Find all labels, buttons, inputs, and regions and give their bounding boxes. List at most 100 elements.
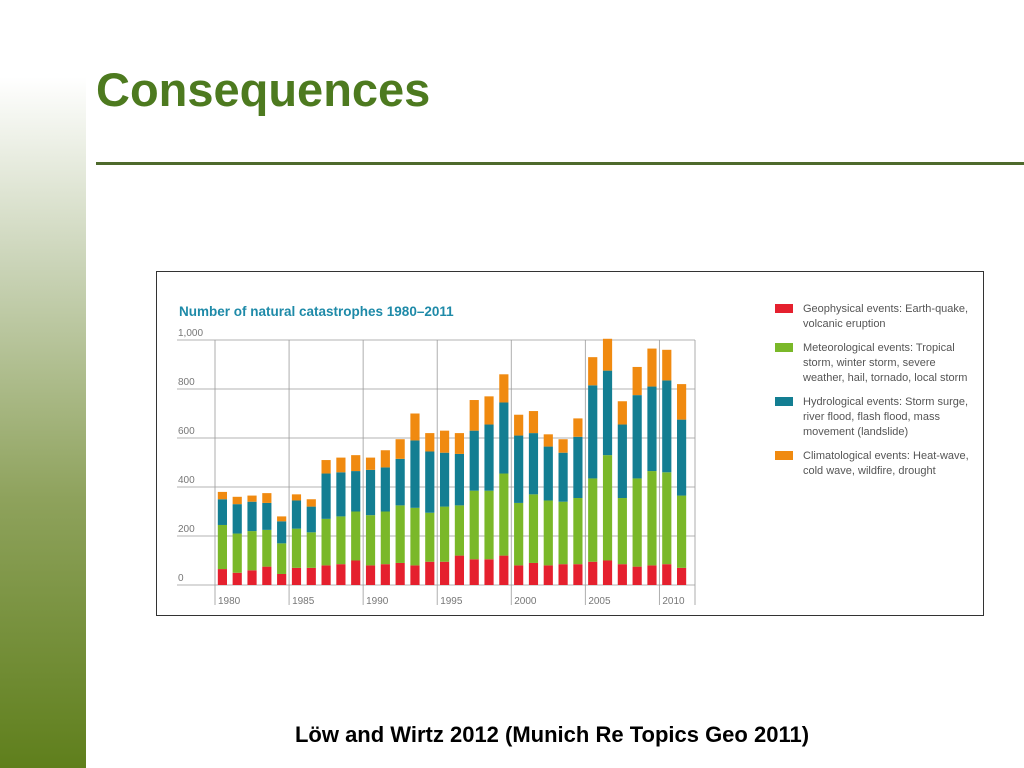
bar-segment (425, 433, 435, 452)
chart-bars (217, 338, 687, 585)
bar-segment (484, 559, 494, 585)
bar-segment (306, 567, 316, 585)
bar-segment (351, 560, 361, 585)
citation: Löw and Wirtz 2012 (Munich Re Topics Geo… (294, 722, 810, 747)
bar-segment (440, 561, 450, 585)
bar-segment (291, 494, 302, 501)
bar-segment (321, 518, 331, 566)
bar-segment (573, 418, 583, 437)
bar-segment (321, 473, 331, 519)
bar-segment (217, 569, 227, 585)
bar-segment (588, 478, 598, 562)
bar-segment (543, 500, 553, 566)
bar-segment (647, 565, 657, 585)
bar-segment (425, 512, 435, 562)
x-tick-label: 2010 (662, 596, 685, 607)
y-tick-label: 400 (178, 475, 195, 486)
bar-segment (262, 493, 272, 503)
bar-segment (262, 502, 272, 530)
bar-segment (410, 440, 420, 508)
legend-item: Climatological events: Heat-wave, cold w… (775, 449, 975, 479)
bar-segment (647, 386, 657, 472)
bar-segment (454, 433, 464, 454)
bar-segment (602, 455, 613, 561)
bar-segment (380, 511, 390, 565)
bar-segment (365, 515, 376, 566)
bar-segment (662, 472, 672, 565)
bar-segment (484, 490, 494, 560)
bar-segment (514, 414, 524, 436)
bar-segment (380, 467, 390, 512)
slide-title: Consequences (96, 63, 431, 116)
bar-segment (647, 471, 657, 566)
bar-segment (380, 564, 390, 585)
bar-segment (632, 566, 642, 585)
bar-segment (588, 357, 598, 386)
bar-segment (291, 567, 302, 585)
chart-frame: Number of natural catastrophes 1980–2011… (156, 271, 984, 616)
bar-segment (321, 460, 331, 474)
bar-segment (336, 516, 346, 565)
bar-segment (602, 338, 613, 371)
bar-segment (677, 384, 687, 420)
bar-segment (588, 385, 598, 479)
x-tick-label: 2005 (588, 596, 611, 607)
legend-label: Geophysical events: Earth-quake, volcani… (803, 303, 969, 330)
bar-segment (558, 564, 568, 585)
y-tick-label: 600 (178, 426, 195, 437)
bar-segment (454, 555, 464, 585)
bar-segment (514, 435, 524, 503)
bar-segment (365, 457, 376, 470)
bar-segment (277, 573, 287, 585)
chart-title: Number of natural catastrophes 1980–2011 (179, 304, 454, 319)
bar-segment (410, 565, 420, 585)
legend-label: Hydrological events: Storm surge, river … (803, 396, 969, 438)
bar-segment (336, 472, 346, 517)
bar-segment (499, 555, 509, 585)
bar-segment (291, 528, 302, 568)
legend-item: Hydrological events: Storm surge, river … (775, 395, 975, 440)
x-tick-label: 1995 (440, 596, 463, 607)
bar-segment (499, 473, 509, 556)
bar-segment (425, 561, 435, 585)
chart-legend: Geophysical events: Earth-quake, volcani… (775, 302, 975, 488)
bar-segment (425, 451, 435, 513)
bar-segment (217, 499, 227, 525)
legend-item: Geophysical events: Earth-quake, volcani… (775, 302, 975, 332)
bar-segment (499, 374, 509, 403)
bar-segment (514, 502, 524, 566)
bar-segment (558, 501, 568, 565)
x-tick-label: 2000 (514, 596, 537, 607)
bar-segment (247, 531, 257, 571)
bar-segment (647, 348, 657, 387)
decorative-side-gradient (0, 0, 86, 768)
y-tick-label: 200 (178, 524, 195, 535)
bar-segment (351, 471, 361, 512)
bar-segment (395, 439, 405, 459)
bar-segment (395, 562, 405, 585)
bar-segment (395, 458, 405, 506)
bar-segment (469, 430, 479, 491)
bar-segment (336, 457, 346, 473)
bar-segment (677, 567, 687, 585)
bar-segment (558, 452, 568, 502)
bar-segment (262, 529, 272, 567)
bar-segment (247, 495, 257, 502)
bar-segment (662, 349, 672, 381)
x-tick-label: 1985 (292, 596, 315, 607)
bar-segment (602, 370, 613, 456)
bar-segment (558, 439, 568, 453)
bar-segment (543, 446, 553, 501)
bar-segment (469, 559, 479, 585)
bar-segment (306, 499, 316, 507)
bar-segment (573, 436, 583, 499)
bar-segment (217, 524, 227, 570)
bar-segment (484, 396, 494, 425)
stacked-bar-chart: Number of natural catastrophes 1980–2011… (177, 304, 696, 607)
bar-segment (247, 570, 257, 585)
bar-segment (514, 565, 524, 585)
y-tick-label: 1,000 (178, 328, 203, 339)
legend-label: Meteorological events: Tropical storm, w… (803, 342, 968, 384)
bar-segment (291, 500, 302, 529)
bar-segment (573, 564, 583, 585)
